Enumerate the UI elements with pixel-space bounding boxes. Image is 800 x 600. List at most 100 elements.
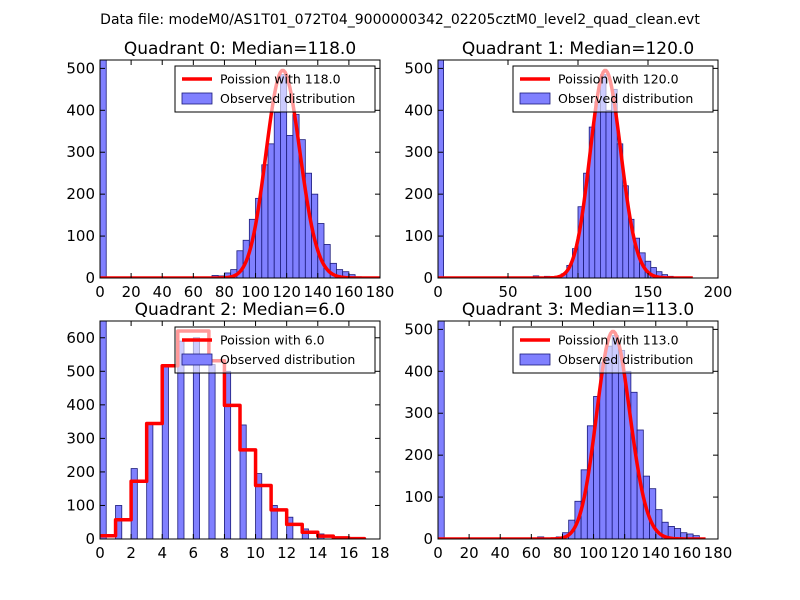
legend: Poission with 120.0 Observed distribution [512,65,714,113]
quadrant-title: Quadrant 1: Median=120.0 [462,39,694,59]
x-tick-label: 12 [277,544,296,562]
y-tick-label: 400 [66,396,95,414]
x-tick-label: 80 [215,283,234,301]
y-tick-label: 500 [404,59,433,77]
y-tick-label: 200 [66,185,95,203]
x-tick-label: 100 [564,283,593,301]
x-tick-label: 16 [339,544,358,562]
x-tick-label: 80 [553,544,572,562]
y-tick-label: 200 [404,185,433,203]
y-tick-label: 100 [66,227,95,245]
legend-line-label: Poission with 118.0 [220,72,341,87]
y-tick-label: 400 [404,362,433,380]
axes-frame [437,320,719,540]
legend-bar-swatch [181,353,213,366]
x-tick-label: 140 [303,283,332,301]
y-tick-label: 0 [85,530,95,548]
x-tick-label: 40 [491,544,510,562]
x-tick-label: 10 [246,544,265,562]
y-tick-label: 600 [66,329,95,347]
y-tick-label: 300 [404,404,433,422]
histogram-bar [649,488,657,539]
quadrant-title: Quadrant 3: Median=113.0 [462,300,694,320]
histogram-bar [100,60,107,278]
histogram-bar [100,321,107,539]
x-tick-label: 0 [433,544,443,562]
x-tick-label: 160 [673,544,702,562]
histogram-bar [438,321,445,539]
y-tick-label: 300 [404,143,433,161]
legend-bar-label: Observed distribution [220,352,355,367]
x-tick-label: 120 [610,544,639,562]
x-tick-label: 0 [95,283,105,301]
y-tick-label: 500 [404,320,433,338]
legend-bar-swatch [519,353,551,366]
legend: Poission with 6.0 Observed distribution [174,326,376,374]
y-tick-label: 100 [66,496,95,514]
x-tick-label: 140 [641,544,670,562]
legend-bar-label: Observed distribution [220,91,355,106]
x-tick-label: 180 [704,544,733,562]
legend-bar-label: Observed distribution [558,352,693,367]
x-tick-label: 100 [241,283,270,301]
histogram-bar [286,516,294,539]
y-tick-label: 0 [85,269,95,287]
y-tick-label: 100 [404,488,433,506]
legend-bar-swatch [519,92,551,105]
x-tick-label: 20 [460,544,479,562]
legend: Poission with 118.0 Observed distribution [174,65,376,113]
legend-line-label: Poission with 120.0 [558,72,679,87]
poisson-curve [100,68,380,278]
histogram-bar [267,143,275,278]
histogram-bar [239,424,247,539]
x-tick-label: 14 [308,544,327,562]
y-tick-label: 500 [66,59,95,77]
x-tick-label: 2 [126,544,136,562]
histogram-bar [208,364,216,539]
axes-frame [99,320,381,540]
y-tick-label: 200 [404,446,433,464]
x-tick-label: 0 [95,544,105,562]
poisson-curve [438,329,706,539]
y-tick-label: 0 [423,530,433,548]
y-tick-label: 300 [66,429,95,447]
x-tick-label: 200 [704,283,733,301]
quadrant-1-panel: Quadrant 1: Median=120.0 0 50 100 150 200 0 100… [404,39,732,301]
x-tick-label: 150 [634,283,663,301]
y-tick-label: 300 [66,143,95,161]
histogram-bar [605,109,612,278]
x-tick-label: 50 [498,283,517,301]
poisson-curve [100,329,367,539]
y-tick-label: 200 [66,463,95,481]
legend-bar-label: Observed distribution [558,91,693,106]
x-tick-label: 60 [184,283,203,301]
quadrant-title: Quadrant 2: Median=6.0 [135,300,346,320]
quadrant-0-panel: Quadrant 0: Median=118.00 20 40 60 80 100 120 1… [66,39,394,301]
y-tick-label: 0 [423,269,433,287]
x-tick-label: 160 [335,283,364,301]
histogram-bar [605,345,613,539]
quadrant-3-panel: Quadrant 3: Median=113.00 20 40 60 80 100 120 1… [404,300,732,562]
x-tick-label: 6 [189,544,199,562]
histogram-bar [286,135,294,278]
x-tick-label: 0 [433,283,443,301]
histogram-bar [273,112,281,278]
figure-title: Data file: modeM0/AS1T01_072T04_90000003… [100,12,700,28]
histogram-bar [594,101,601,278]
x-tick-label: 8 [220,544,230,562]
x-tick-label: 60 [522,544,541,562]
x-tick-label: 4 [157,544,167,562]
legend: Poission with 113.0 Observed distribution [512,326,714,374]
histogram-bar [255,473,263,539]
legend-line-label: Poission with 6.0 [220,333,325,348]
x-tick-label: 18 [370,544,389,562]
x-tick-label: 180 [366,283,395,301]
quadrant-2-panel: Quadrant 2: Median=6.0 0 2 4 6 8 10 12 14 16 18 0 10… [66,300,389,562]
legend-line-label: Poission with 113.0 [558,333,679,348]
poisson-curve [438,68,694,278]
histogram-bar [270,505,278,539]
x-tick-label: 100 [579,544,608,562]
x-tick-label: 40 [153,283,172,301]
y-tick-label: 100 [404,227,433,245]
